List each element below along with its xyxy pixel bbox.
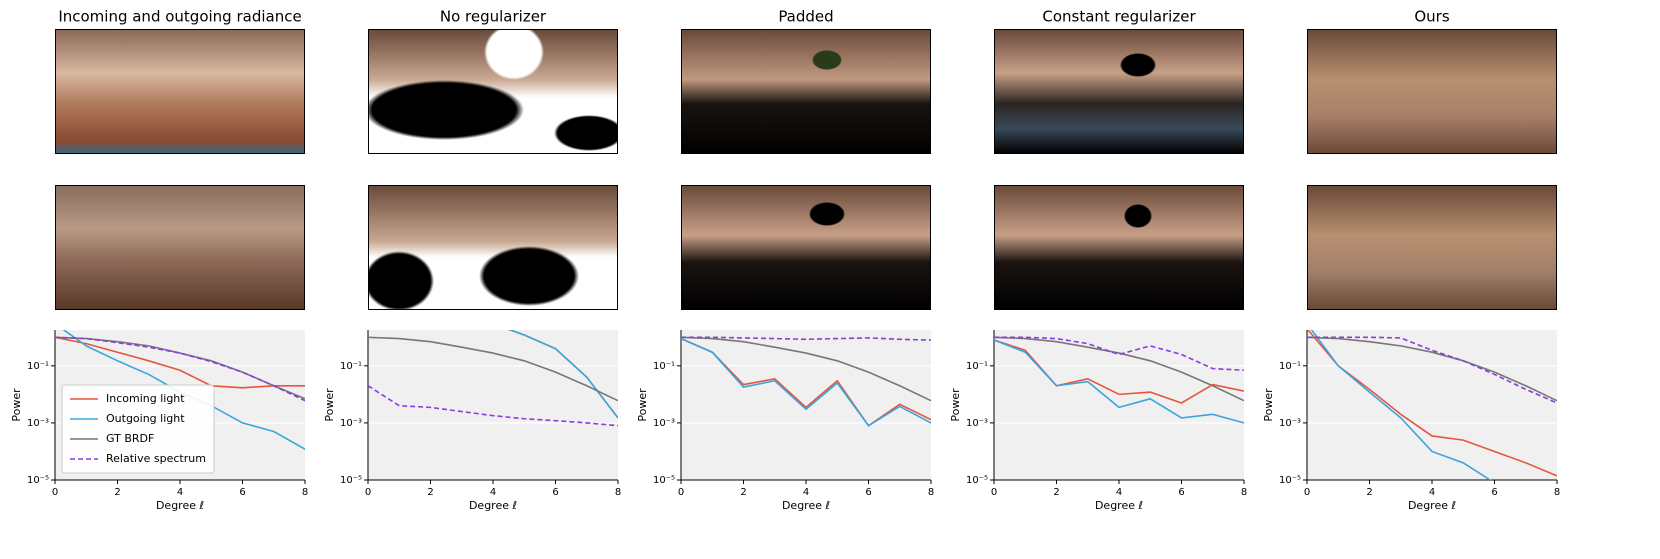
x-tick-label: 8 — [302, 487, 308, 498]
plot-area — [994, 330, 1244, 480]
line — [508, 330, 618, 419]
env-map — [1307, 29, 1557, 154]
env-map — [681, 185, 931, 310]
y-axis-label: Power — [1262, 388, 1275, 422]
chart-title: Padded — [778, 8, 833, 26]
line — [1307, 336, 1557, 404]
env-map — [368, 29, 618, 154]
line — [1307, 336, 1557, 402]
line — [681, 336, 931, 341]
plot-area — [1307, 330, 1557, 480]
y-axis-label: Power — [323, 388, 336, 422]
env-map — [368, 185, 618, 310]
y-tick-label: 10⁻³ — [1279, 418, 1301, 429]
y-tick-label: 10⁻³ — [966, 418, 988, 429]
chart-title: No regularizer — [440, 8, 547, 26]
x-tick-label: 0 — [365, 487, 371, 498]
legend-label: GT BRDF — [106, 432, 154, 445]
x-tick-label: 8 — [1554, 487, 1560, 498]
legend-box — [61, 384, 215, 474]
x-tick-label: 2 — [740, 487, 746, 498]
y-axis-label: Power — [636, 388, 649, 422]
x-tick-label: 0 — [678, 487, 684, 498]
x-tick-label: 4 — [490, 487, 496, 498]
env-map — [55, 29, 305, 154]
x-axis-label: Degree ℓ — [782, 499, 830, 512]
chart-title: Constant regularizer — [1042, 8, 1196, 26]
y-tick-label: 10⁻⁵ — [340, 475, 362, 486]
x-tick-label: 6 — [552, 487, 558, 498]
line — [994, 336, 1244, 372]
line — [368, 385, 618, 427]
env-map — [994, 29, 1244, 154]
x-tick-label: 4 — [1429, 487, 1435, 498]
y-axis-label: Power — [10, 388, 23, 422]
chart-title: Ours — [1414, 8, 1449, 26]
x-tick-label: 6 — [1491, 487, 1497, 498]
line — [1310, 330, 1492, 480]
y-axis-label: Power — [949, 388, 962, 422]
plot-area — [368, 330, 618, 480]
x-tick-label: 2 — [1366, 487, 1372, 498]
x-tick-label: 0 — [52, 487, 58, 498]
x-tick-label: 8 — [1241, 487, 1247, 498]
line — [994, 336, 1244, 402]
legend-label: Outgoing light — [106, 412, 185, 425]
y-tick-label: 10⁻¹ — [653, 361, 675, 372]
y-tick-label: 10⁻⁵ — [653, 475, 675, 486]
line — [681, 337, 931, 427]
y-tick-label: 10⁻⁵ — [1279, 475, 1301, 486]
x-tick-label: 2 — [1053, 487, 1059, 498]
y-tick-label: 10⁻³ — [27, 418, 49, 429]
legend-label: Relative spectrum — [106, 452, 206, 465]
env-map — [994, 185, 1244, 310]
y-tick-label: 10⁻¹ — [966, 361, 988, 372]
x-tick-label: 8 — [928, 487, 934, 498]
x-axis-label: Degree ℓ — [1408, 499, 1456, 512]
x-tick-label: 4 — [803, 487, 809, 498]
env-map — [681, 29, 931, 154]
x-tick-label: 6 — [865, 487, 871, 498]
line — [681, 336, 931, 402]
x-tick-label: 2 — [114, 487, 120, 498]
line — [55, 336, 305, 402]
line — [368, 336, 618, 402]
y-tick-label: 10⁻³ — [340, 418, 362, 429]
x-axis-label: Degree ℓ — [1095, 499, 1143, 512]
x-tick-label: 6 — [239, 487, 245, 498]
x-tick-label: 8 — [615, 487, 621, 498]
line — [55, 336, 305, 389]
x-tick-label: 4 — [177, 487, 183, 498]
env-map — [55, 185, 305, 310]
x-tick-label: 6 — [1178, 487, 1184, 498]
y-tick-label: 10⁻¹ — [27, 361, 49, 372]
line — [994, 339, 1244, 424]
x-axis-label: Degree ℓ — [469, 499, 517, 512]
env-map — [1307, 185, 1557, 310]
x-tick-label: 4 — [1116, 487, 1122, 498]
x-tick-label: 2 — [427, 487, 433, 498]
line — [994, 339, 1244, 404]
x-axis-label: Degree ℓ — [156, 499, 204, 512]
plot-area — [681, 330, 931, 480]
y-tick-label: 10⁻¹ — [340, 361, 362, 372]
y-tick-label: 10⁻⁵ — [966, 475, 988, 486]
legend-label: Incoming light — [106, 392, 185, 405]
y-tick-label: 10⁻¹ — [1279, 361, 1301, 372]
y-tick-label: 10⁻⁵ — [27, 475, 49, 486]
chart-title: Incoming and outgoing radiance — [58, 8, 301, 26]
y-tick-label: 10⁻³ — [653, 418, 675, 429]
x-tick-label: 0 — [1304, 487, 1310, 498]
x-tick-label: 0 — [991, 487, 997, 498]
